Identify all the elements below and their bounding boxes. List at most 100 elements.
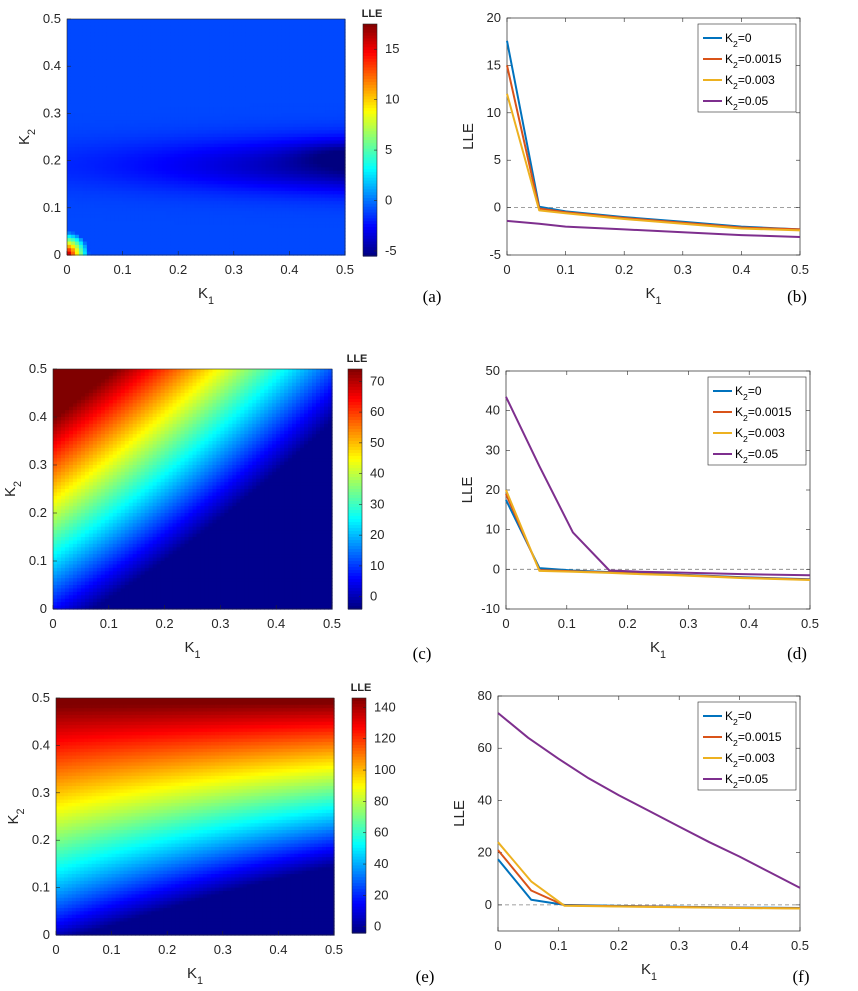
heatmap-cell bbox=[130, 194, 136, 199]
heatmap-cell bbox=[146, 76, 151, 81]
heatmap-cell bbox=[305, 123, 310, 128]
heatmap-cell bbox=[277, 137, 283, 141]
heatmap-cell bbox=[158, 25, 163, 30]
heatmap-cell bbox=[78, 177, 84, 182]
heatmap-cell bbox=[82, 19, 88, 23]
heatmap-cell bbox=[182, 22, 187, 27]
heatmap-cell bbox=[237, 42, 243, 47]
heatmap-cell bbox=[170, 56, 175, 61]
heatmap-cell bbox=[233, 45, 239, 50]
heatmap-cell bbox=[289, 113, 294, 118]
heatmap-cell bbox=[225, 29, 231, 34]
heatmap-cell bbox=[146, 248, 151, 253]
heatmap-cell bbox=[70, 140, 76, 145]
heatmap-cell bbox=[154, 86, 159, 91]
heatmap-cell bbox=[158, 96, 163, 101]
heatmap-cell bbox=[249, 157, 255, 162]
heatmap-cell bbox=[198, 45, 203, 50]
heatmap-cell bbox=[321, 244, 326, 249]
heatmap-cell bbox=[86, 19, 92, 23]
heatmap-cell bbox=[305, 96, 310, 101]
heatmap-cell bbox=[198, 110, 203, 114]
heatmap-cell bbox=[233, 180, 239, 185]
heatmap-cell bbox=[202, 160, 207, 165]
heatmap-cell bbox=[337, 25, 342, 30]
heatmap-cell bbox=[110, 234, 116, 239]
heatmap-cell bbox=[305, 45, 310, 50]
heatmap-cell bbox=[301, 170, 306, 175]
heatmap-cell bbox=[190, 66, 195, 71]
heatmap-cell bbox=[273, 49, 279, 54]
heatmap-cell bbox=[202, 180, 207, 185]
heatmap-cell bbox=[138, 62, 144, 67]
heatmap-cell bbox=[158, 170, 163, 175]
heatmap-cell bbox=[221, 231, 227, 236]
heatmap-cell bbox=[194, 49, 199, 54]
heatmap-cell bbox=[154, 248, 159, 253]
heatmap-cell bbox=[221, 22, 227, 27]
heatmap-cell bbox=[249, 221, 255, 226]
heatmap-cell bbox=[269, 180, 275, 185]
heatmap-cell bbox=[78, 231, 84, 236]
heatmap-cell bbox=[178, 204, 183, 209]
heatmap-cell bbox=[221, 214, 227, 219]
heatmap-cell bbox=[257, 224, 263, 229]
heatmap-cell bbox=[166, 32, 171, 37]
heatmap-cell bbox=[221, 177, 227, 182]
heatmap-cell bbox=[74, 194, 80, 199]
heatmap-cell bbox=[321, 167, 326, 172]
heatmap-cell bbox=[158, 72, 163, 77]
heatmap-cell bbox=[225, 214, 231, 219]
heatmap-cell bbox=[209, 137, 215, 141]
heatmap-cell bbox=[162, 244, 167, 249]
heatmap-cell bbox=[241, 238, 247, 243]
heatmap-cell bbox=[237, 231, 243, 236]
heatmap-cell bbox=[321, 116, 326, 121]
heatmap-cell bbox=[110, 96, 116, 101]
heatmap-cell bbox=[333, 79, 338, 84]
heatmap-cell bbox=[325, 96, 330, 101]
heatmap-cell bbox=[237, 157, 243, 162]
heatmap-cell bbox=[98, 143, 104, 148]
heatmap-cell bbox=[106, 99, 112, 104]
heatmap-cell bbox=[285, 180, 290, 185]
heatmap-cell bbox=[182, 187, 187, 192]
heatmap-cell bbox=[86, 211, 92, 216]
heatmap-cell bbox=[118, 69, 124, 74]
heatmap-cell bbox=[122, 217, 128, 222]
heatmap-cell bbox=[305, 160, 310, 165]
heatmap-cell bbox=[305, 110, 310, 114]
heatmap-cell bbox=[277, 147, 283, 152]
heatmap-cell bbox=[206, 160, 211, 165]
heatmap-cell bbox=[241, 72, 247, 77]
heatmap-cell bbox=[134, 190, 140, 195]
heatmap-cell bbox=[269, 224, 275, 229]
heatmap-cell bbox=[261, 19, 267, 23]
heatmap-cell bbox=[281, 150, 287, 155]
heatmap-cell bbox=[102, 86, 108, 91]
heatmap-cell bbox=[293, 197, 298, 202]
heatmap-cell bbox=[98, 113, 104, 118]
heatmap-cell bbox=[202, 76, 207, 81]
heatmap-cell bbox=[329, 56, 334, 61]
heatmap-cell bbox=[309, 187, 314, 192]
heatmap-cell bbox=[126, 221, 132, 226]
heatmap-cell bbox=[253, 69, 259, 74]
heatmap-cell bbox=[213, 204, 219, 209]
heatmap-cell bbox=[253, 103, 259, 108]
heatmap-cell bbox=[209, 110, 215, 114]
heatmap-cell bbox=[265, 224, 271, 229]
heatmap-cell bbox=[118, 62, 124, 67]
heatmap-cell bbox=[237, 72, 243, 77]
heatmap-cell bbox=[321, 174, 326, 179]
heatmap-cell bbox=[166, 52, 171, 57]
heatmap-cell bbox=[233, 167, 239, 172]
heatmap-cell bbox=[146, 130, 151, 135]
heatmap-cell bbox=[293, 187, 298, 192]
heatmap-cell bbox=[301, 113, 306, 118]
heatmap-cell bbox=[273, 133, 279, 138]
heatmap-cell bbox=[142, 217, 148, 222]
heatmap-cell bbox=[114, 120, 120, 125]
heatmap-cell bbox=[277, 204, 283, 209]
heatmap-cell bbox=[90, 180, 96, 185]
